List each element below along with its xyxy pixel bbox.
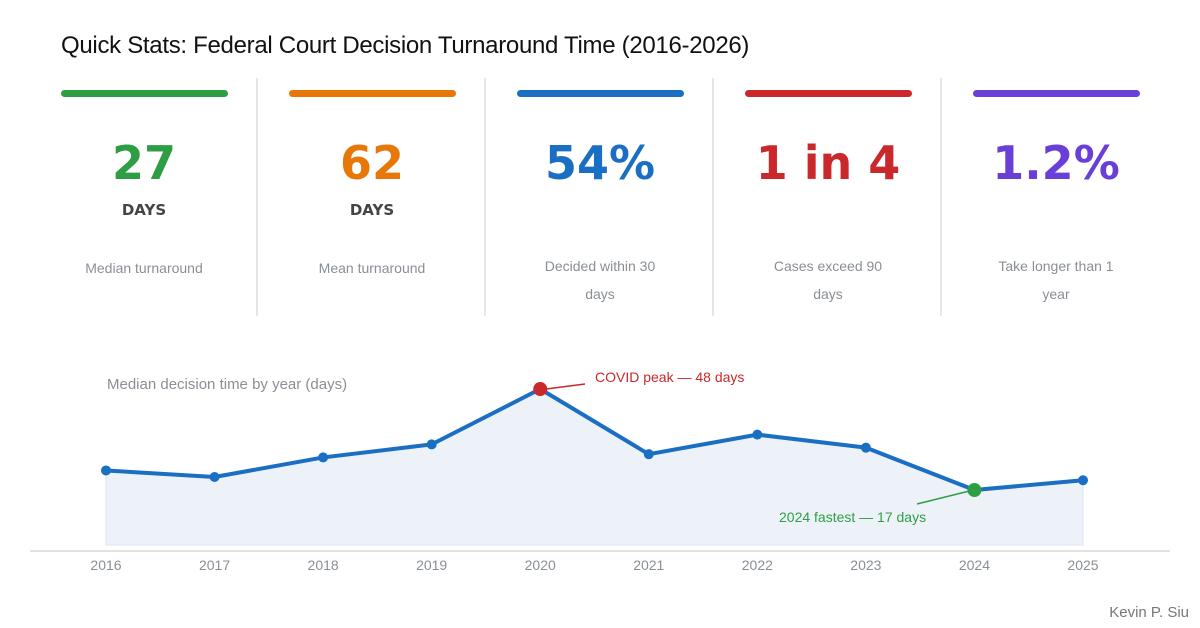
- stat-card: 27 DAYS Median turnaround: [30, 78, 258, 318]
- series-line: [105, 387, 1084, 493]
- data-point: [533, 382, 548, 397]
- annotation-label: 2024 fastest — 17 days: [779, 509, 926, 525]
- stat-value: 1 in 4: [755, 136, 901, 190]
- card-divider: [256, 78, 258, 316]
- annotation-label: COVID peak — 48 days: [595, 369, 744, 385]
- stat-accent-bar: [289, 90, 456, 97]
- x-tick-label: 2023: [850, 557, 881, 573]
- stat-unit: DAYS: [121, 201, 167, 219]
- x-tick-label: 2022: [742, 557, 773, 573]
- x-tick-label: 2016: [90, 557, 121, 573]
- stat-label: Cases exceed 90 days: [773, 258, 883, 302]
- data-point: [101, 465, 111, 476]
- chart-title: Median decision time by year (days): [107, 376, 347, 393]
- data-point: [967, 483, 982, 498]
- x-tick-label: 2025: [1067, 557, 1098, 573]
- stat-card: 54% Decided within 30 days: [486, 78, 714, 318]
- stat-value: 54%: [544, 136, 656, 190]
- stat-label: Decided within 30 days: [544, 258, 656, 302]
- annotation-leader: [916, 490, 970, 505]
- stat-accent-bar: [973, 90, 1140, 97]
- stat-value: 1.2%: [992, 136, 1120, 190]
- data-point: [318, 452, 329, 463]
- stat-value: 62: [339, 136, 404, 190]
- stat-accent-bar: [745, 90, 912, 97]
- annotation-leader: [546, 383, 586, 390]
- page-title: Quick Stats: Federal Court Decision Turn…: [61, 32, 750, 59]
- stat-label: Take longer than 1 year: [998, 258, 1114, 302]
- data-point: [426, 439, 437, 450]
- stat-value: 27: [111, 136, 176, 190]
- x-tick-label: 2019: [416, 557, 447, 573]
- data-point: [1078, 475, 1088, 486]
- area-fill: [105, 388, 1084, 546]
- stat-card: 1 in 4 Cases exceed 90 days: [714, 78, 942, 318]
- author-credit: Kevin P. Siu: [1109, 604, 1189, 621]
- x-tick-label: 2021: [633, 557, 664, 573]
- data-point: [643, 449, 654, 460]
- stat-label: Mean turnaround: [318, 260, 426, 276]
- x-tick-label: 2024: [959, 557, 990, 573]
- data-point: [860, 442, 871, 453]
- data-point: [752, 429, 763, 440]
- card-divider: [484, 78, 486, 316]
- stat-label: Median turnaround: [85, 260, 203, 276]
- x-tick-label: 2020: [525, 557, 556, 573]
- card-divider: [940, 78, 942, 316]
- stat-card: 1.2% Take longer than 1 year: [942, 78, 1170, 318]
- x-tick-label: 2017: [199, 557, 230, 573]
- data-point: [209, 471, 220, 482]
- stat-accent-bar: [517, 90, 684, 97]
- stat-unit: DAYS: [349, 201, 395, 219]
- x-tick-label: 2018: [308, 557, 339, 573]
- stat-card: 62 DAYS Mean turnaround: [258, 78, 486, 318]
- card-divider: [712, 78, 714, 316]
- stat-accent-bar: [61, 90, 228, 97]
